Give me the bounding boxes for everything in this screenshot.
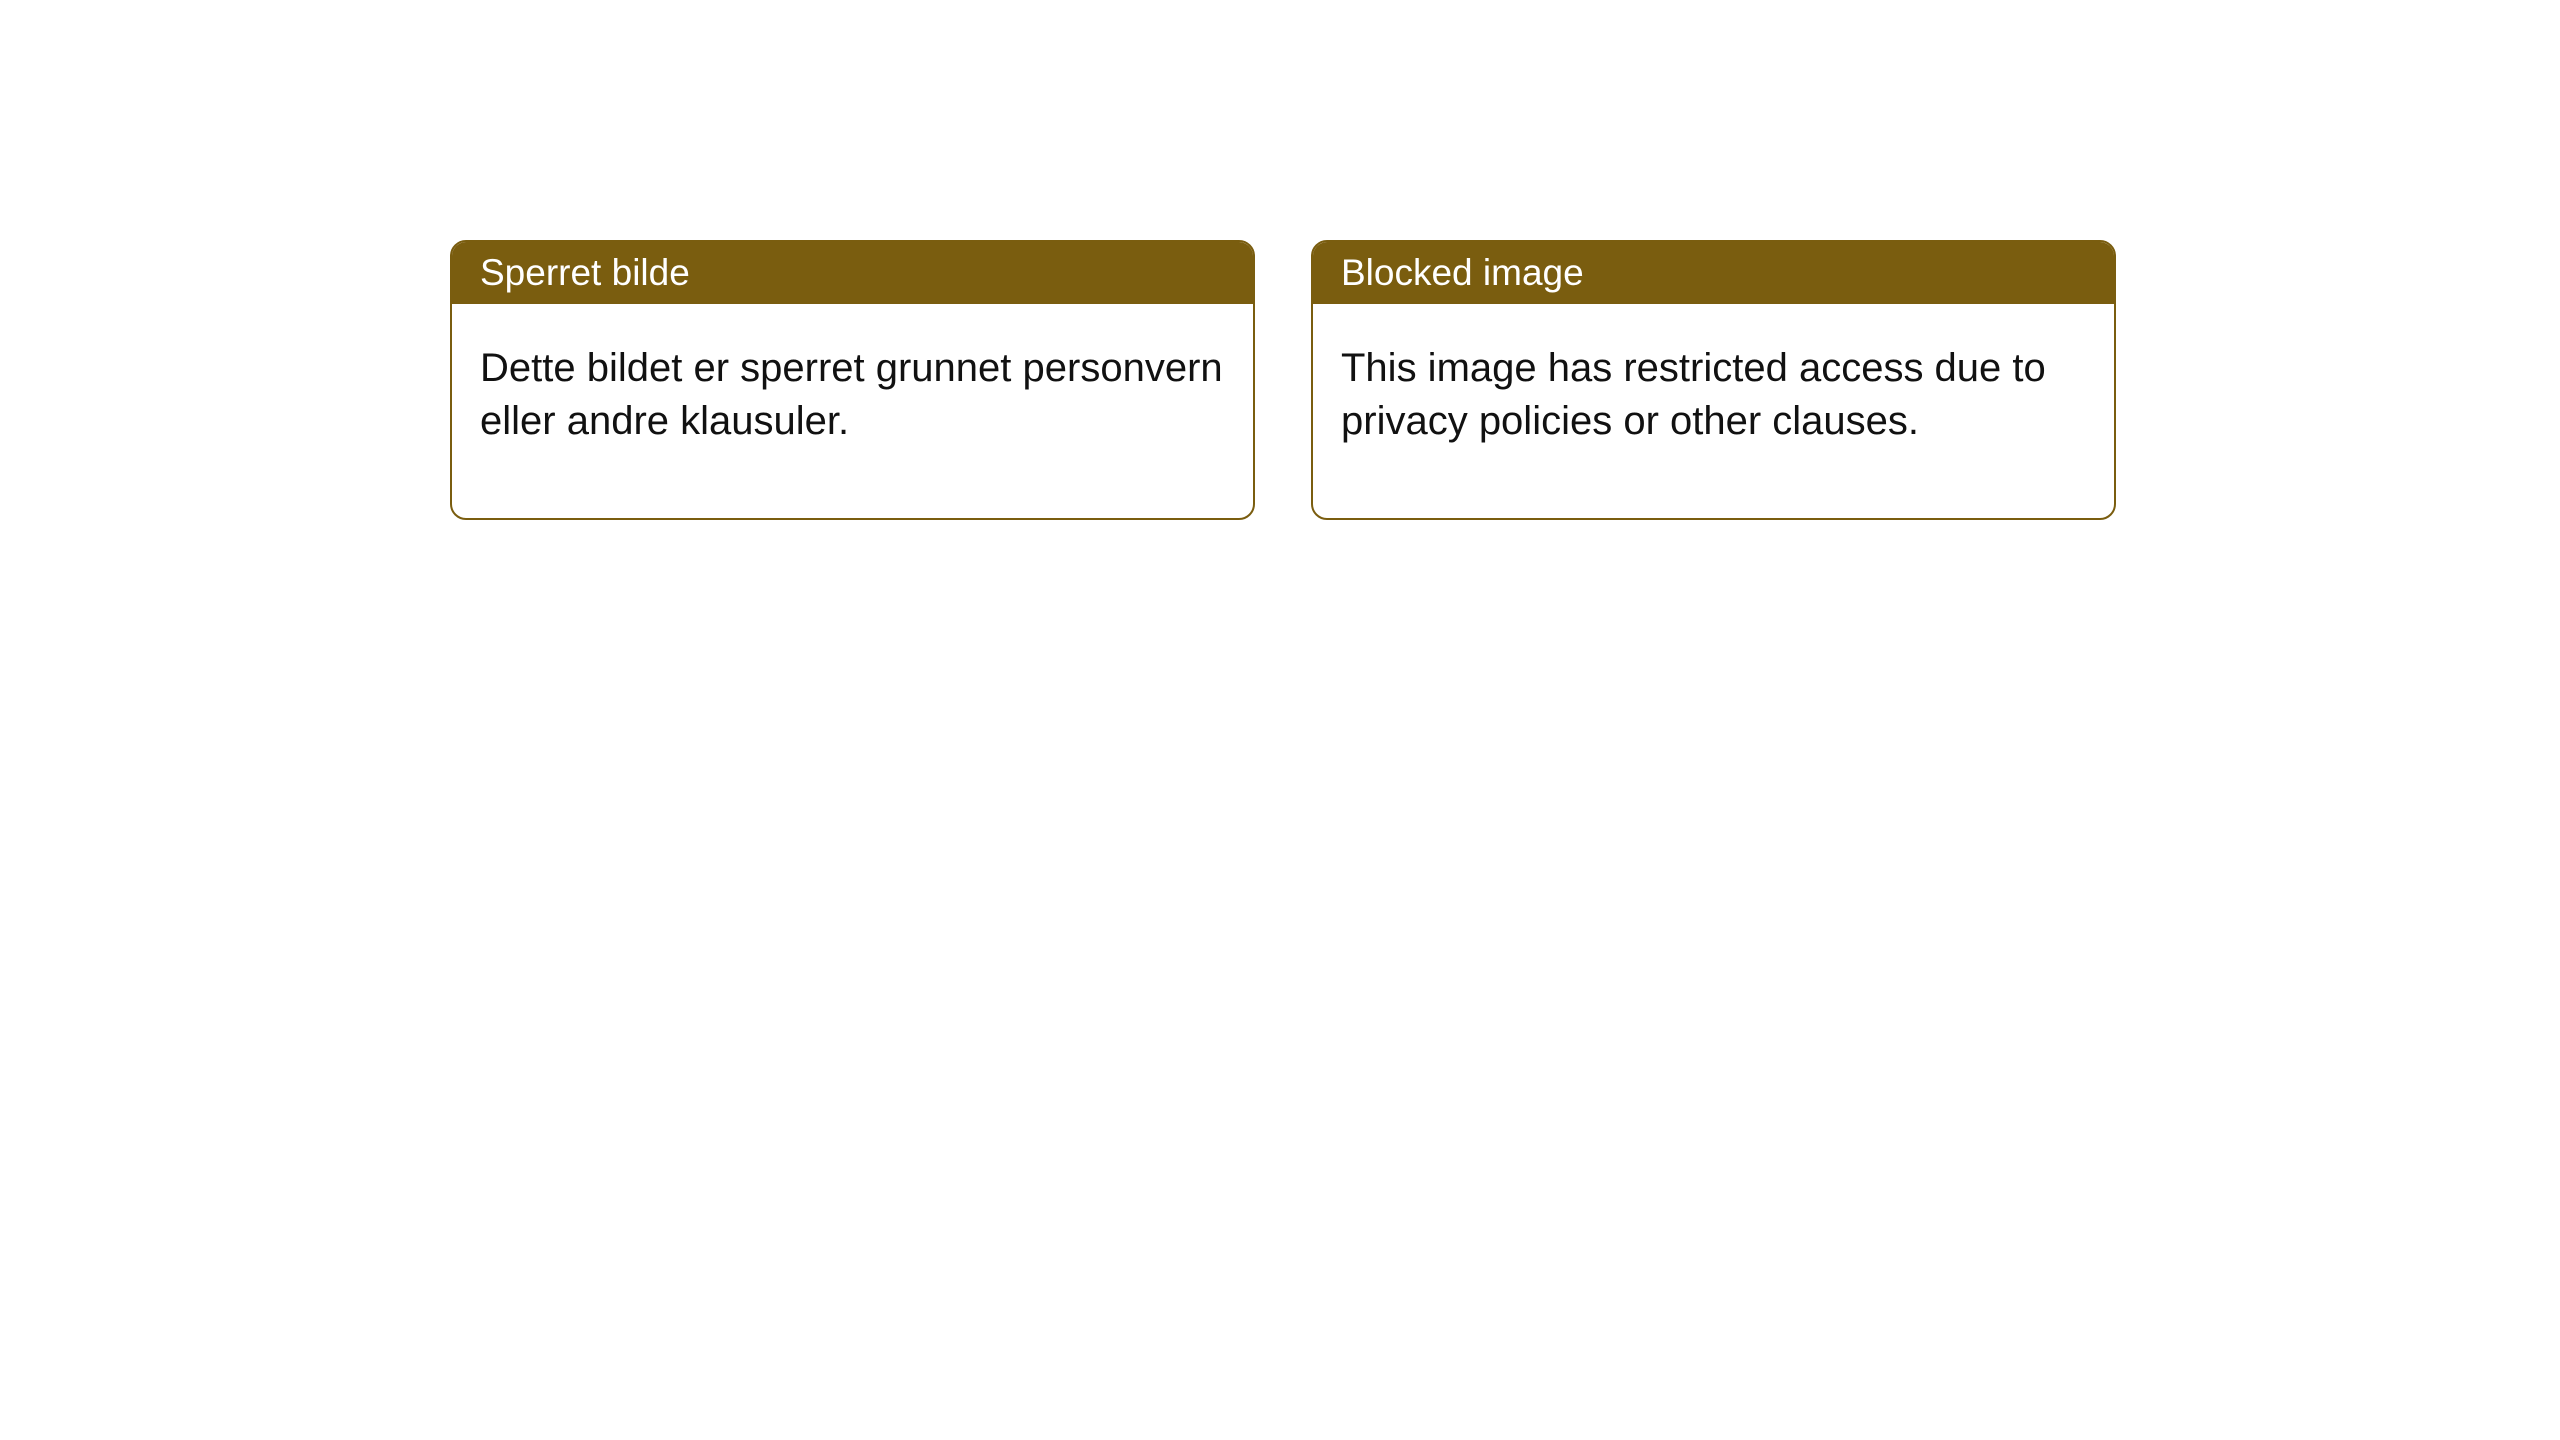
card-header-no: Sperret bilde (452, 242, 1253, 304)
blocked-image-card-en: Blocked image This image has restricted … (1311, 240, 2116, 520)
blocked-image-card-no: Sperret bilde Dette bildet er sperret gr… (450, 240, 1255, 520)
card-header-en: Blocked image (1313, 242, 2114, 304)
notice-container: Sperret bilde Dette bildet er sperret gr… (0, 0, 2560, 520)
card-body-en: This image has restricted access due to … (1313, 304, 2114, 518)
card-body-no: Dette bildet er sperret grunnet personve… (452, 304, 1253, 518)
